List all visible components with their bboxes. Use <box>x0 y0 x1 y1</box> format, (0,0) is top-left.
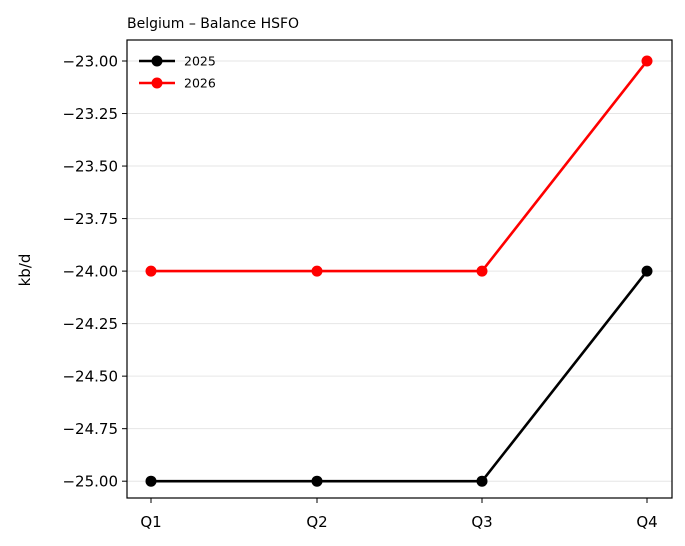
data-point-2025 <box>476 475 488 487</box>
x-tick-label: Q1 <box>140 513 161 531</box>
legend-label-2026: 2026 <box>184 76 216 91</box>
y-tick-label: −23.25 <box>62 105 118 123</box>
legend-label-2025: 2025 <box>184 54 216 69</box>
series-line-2026 <box>151 60 649 273</box>
y-tick-label: −23.75 <box>62 210 118 228</box>
y-axis: −23.00 −23.25 −23.50 −23.75 −24.00 −24.25 −24.… <box>62 53 127 491</box>
x-tick-label: Q2 <box>306 513 327 531</box>
data-point-2025 <box>641 265 653 277</box>
data-point-2025 <box>311 475 323 487</box>
y-tick-label: −23.00 <box>62 53 118 71</box>
legend-marker-2025 <box>151 55 163 67</box>
x-tick-label: Q3 <box>471 513 492 531</box>
y-tick-label: −24.50 <box>62 368 118 386</box>
series-layer <box>145 55 653 487</box>
data-point-2026 <box>641 55 653 67</box>
y-tick-label: −23.50 <box>62 158 118 176</box>
data-point-2025 <box>145 475 157 487</box>
legend-marker-2026 <box>151 77 163 89</box>
y-axis-label: kb/d <box>16 254 34 287</box>
y-tick-label: −25.00 <box>62 473 118 491</box>
data-point-2026 <box>145 265 157 277</box>
legend: 2025 2026 <box>139 54 216 91</box>
y-tick-label: −24.75 <box>62 420 118 438</box>
chart-title: Belgium – Balance HSFO <box>127 16 299 32</box>
data-point-2026 <box>311 265 323 277</box>
x-axis: Q1 Q2 Q3 Q4 <box>140 498 658 531</box>
plot-frame <box>126 39 673 499</box>
x-tick-label: Q4 <box>636 513 657 531</box>
y-tick-label: −24.25 <box>62 315 118 333</box>
y-tick-label: −24.00 <box>62 263 118 281</box>
series-line-2025 <box>151 270 649 483</box>
data-point-2026 <box>476 265 488 277</box>
